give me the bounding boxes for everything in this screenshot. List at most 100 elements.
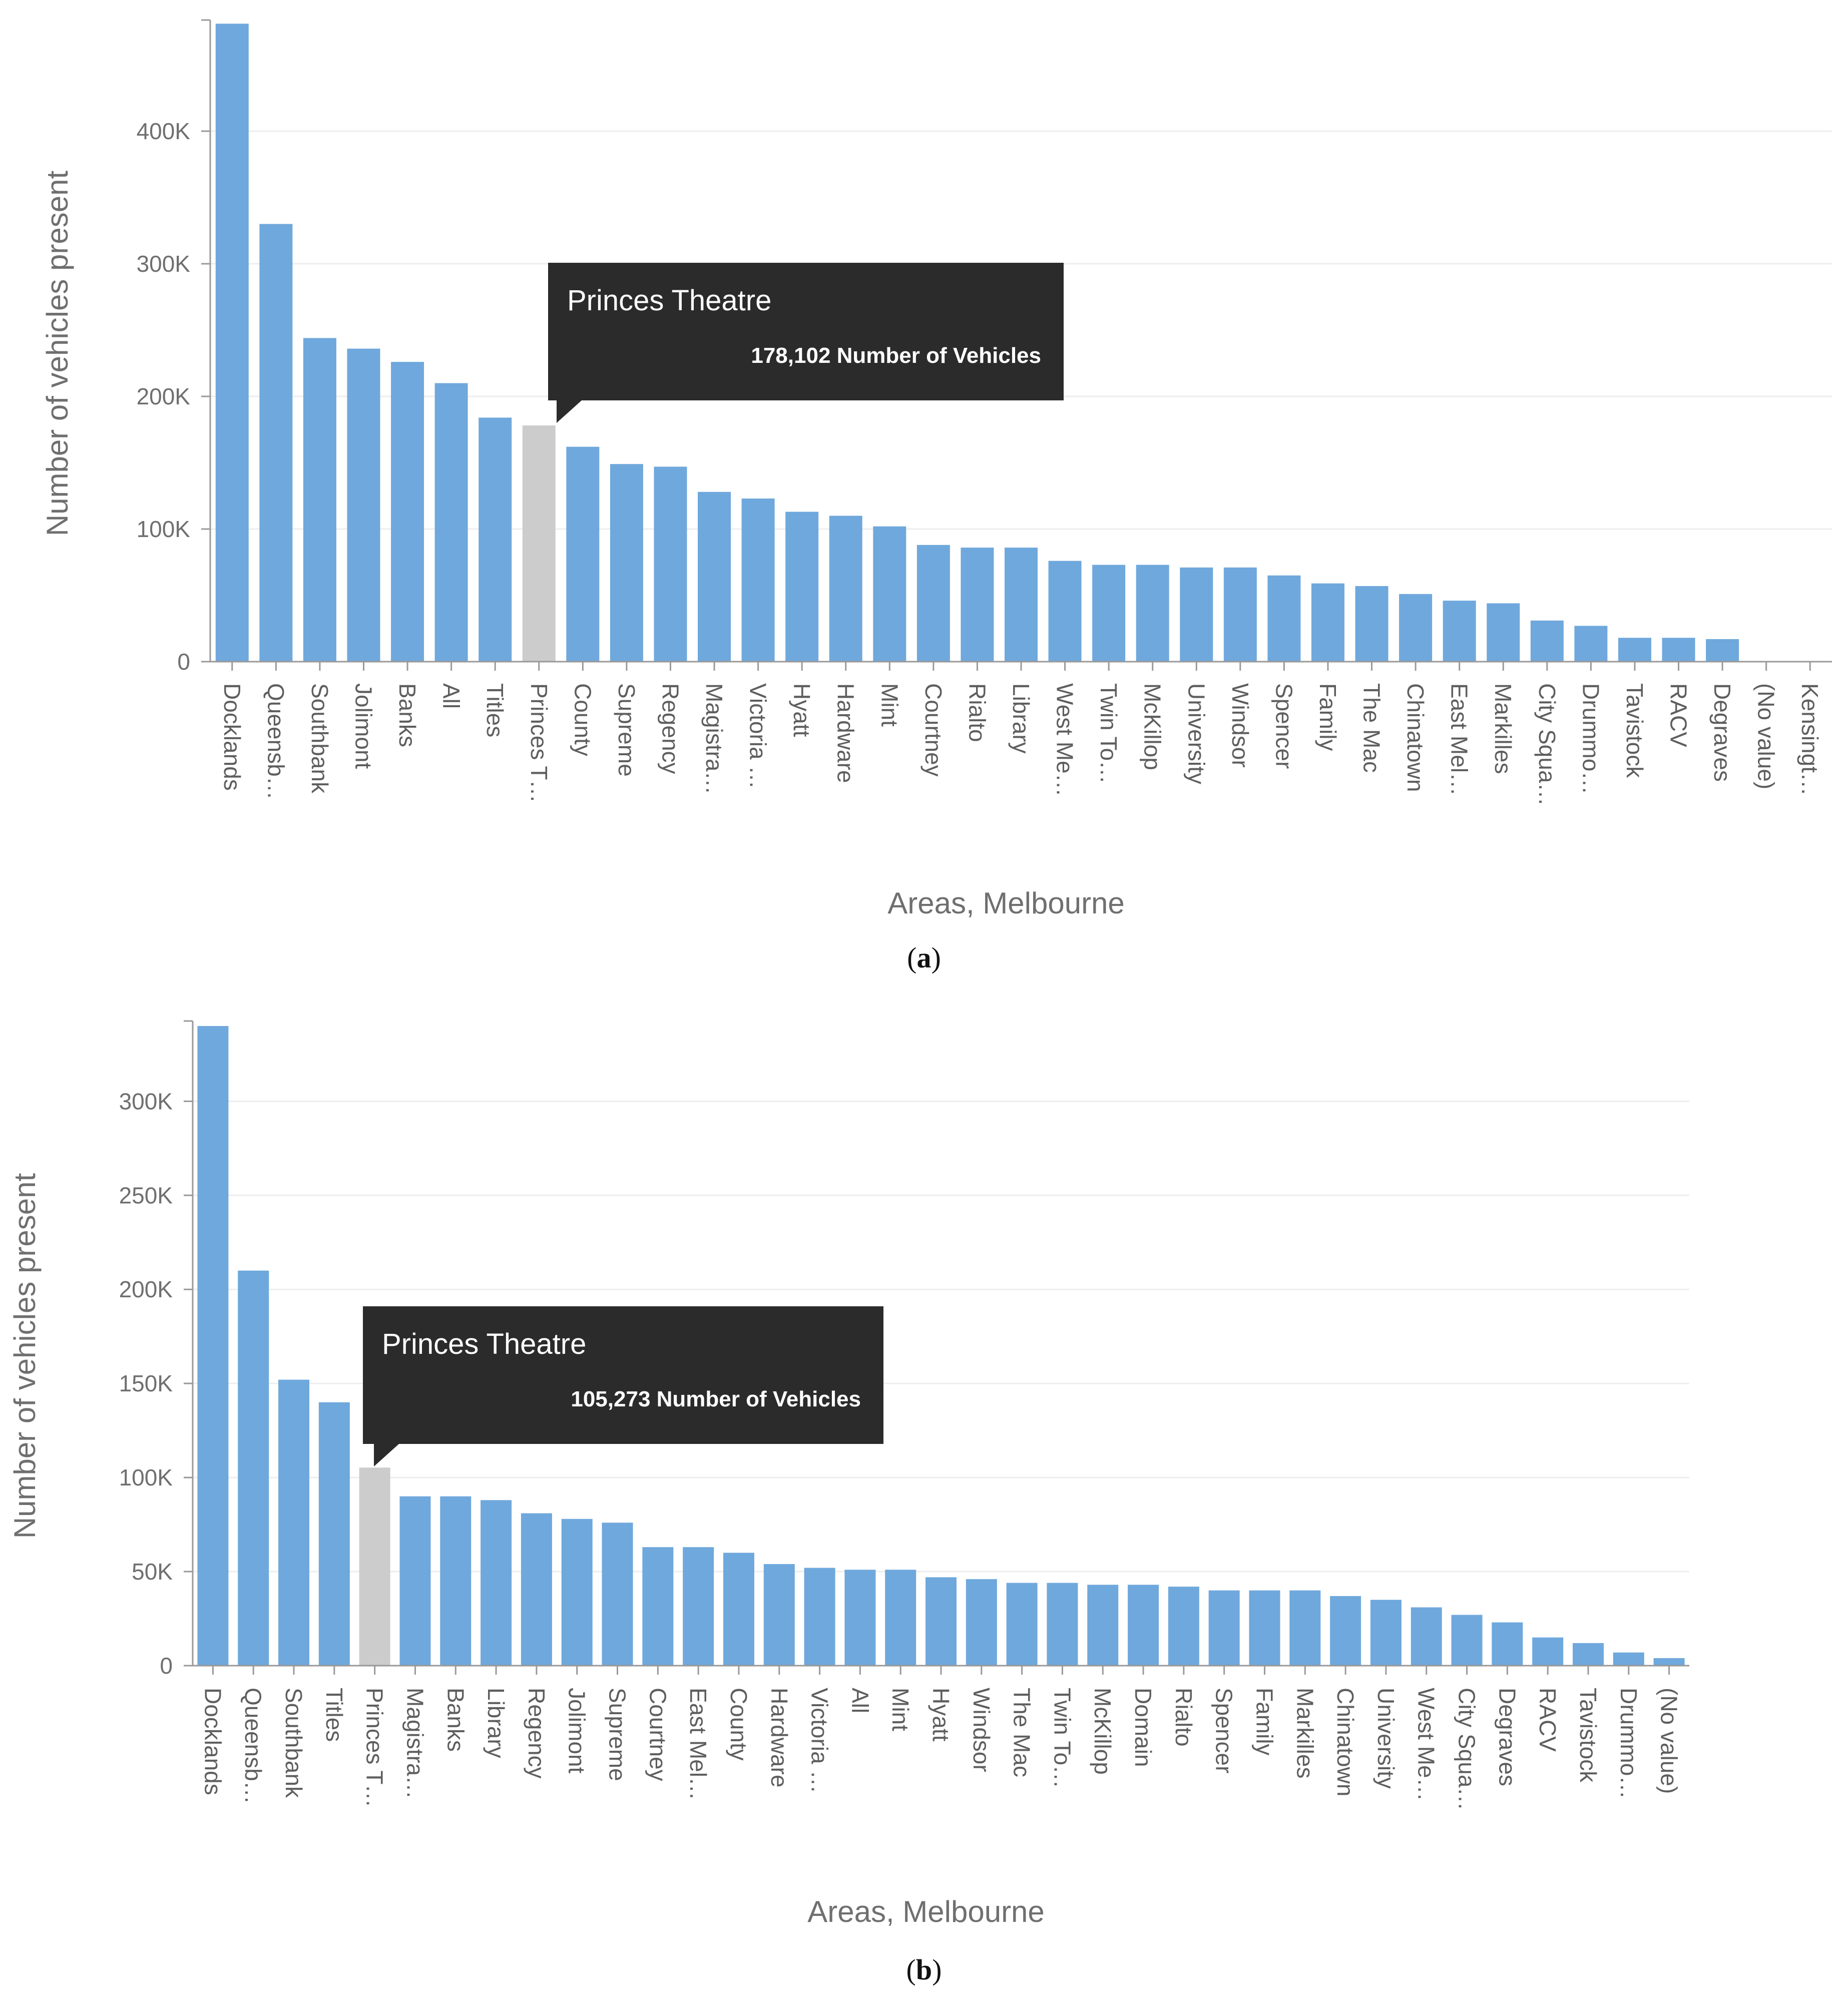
bar-all[interactable] bbox=[844, 1570, 876, 1666]
bar-hyatt[interactable] bbox=[785, 512, 819, 662]
bar-jolimont[interactable] bbox=[561, 1519, 593, 1666]
bar-drummo[interactable] bbox=[1613, 1652, 1644, 1666]
category-label: Hyatt bbox=[789, 683, 815, 737]
category-label: West Me… bbox=[1052, 683, 1078, 797]
bar-family[interactable] bbox=[1249, 1590, 1280, 1666]
bar-west-me[interactable] bbox=[1411, 1607, 1442, 1666]
bar-victoria[interactable] bbox=[741, 498, 775, 662]
bar-jolimont[interactable] bbox=[347, 348, 380, 662]
category-label: Docklands bbox=[200, 1688, 226, 1795]
bar-county[interactable] bbox=[723, 1553, 754, 1666]
category-label: Supreme bbox=[614, 683, 640, 777]
bar-mint[interactable] bbox=[873, 526, 906, 662]
bar-racv[interactable] bbox=[1662, 638, 1695, 662]
category-label: Windsor bbox=[969, 1688, 995, 1772]
bar-all[interactable] bbox=[434, 383, 468, 662]
category-label: Southbank bbox=[281, 1688, 307, 1798]
bar-queensb[interactable] bbox=[259, 224, 293, 662]
bar-southbank[interactable] bbox=[278, 1379, 310, 1666]
category-label: Princes T… bbox=[526, 683, 552, 803]
category-label: Titles bbox=[321, 1688, 347, 1742]
bar-chinatown[interactable] bbox=[1330, 1596, 1361, 1666]
bar-city-squa[interactable] bbox=[1451, 1615, 1483, 1666]
bar-east-mel[interactable] bbox=[683, 1547, 714, 1666]
bar-supreme[interactable] bbox=[610, 464, 643, 662]
category-label: Hardware bbox=[833, 683, 859, 783]
bar-drummo[interactable] bbox=[1574, 626, 1608, 662]
bar-mckillop[interactable] bbox=[1136, 565, 1169, 662]
bar-docklands[interactable] bbox=[215, 24, 249, 662]
tooltip-title: Princes Theatre bbox=[382, 1328, 586, 1360]
bar-markilles[interactable] bbox=[1487, 603, 1520, 662]
bar-east-mel[interactable] bbox=[1443, 601, 1476, 662]
bar-tavistock[interactable] bbox=[1618, 638, 1651, 662]
bar-library[interactable] bbox=[1005, 548, 1038, 662]
y-tick-label: 400K bbox=[137, 118, 191, 144]
bar-domain[interactable] bbox=[1128, 1585, 1159, 1666]
y-tick-label: 150K bbox=[119, 1370, 173, 1396]
bar-family[interactable] bbox=[1311, 583, 1344, 662]
bar-banks[interactable] bbox=[440, 1496, 472, 1666]
bar-city-squa[interactable] bbox=[1530, 620, 1564, 662]
bar-the-mac[interactable] bbox=[1006, 1583, 1038, 1666]
category-label: Princes T… bbox=[362, 1688, 388, 1807]
bar-west-me[interactable] bbox=[1048, 561, 1082, 662]
bar-racv[interactable] bbox=[1532, 1637, 1564, 1666]
bar-windsor[interactable] bbox=[966, 1579, 997, 1666]
bar-mckillop[interactable] bbox=[1087, 1585, 1119, 1666]
bar-windsor[interactable] bbox=[1223, 567, 1257, 662]
bar-supreme[interactable] bbox=[602, 1523, 633, 1666]
bar-regency[interactable] bbox=[654, 466, 687, 662]
y-tick-label: 250K bbox=[119, 1182, 173, 1208]
bar-chinatown[interactable] bbox=[1399, 594, 1433, 662]
bar-princes-t[interactable] bbox=[359, 1467, 390, 1666]
bar-courtney[interactable] bbox=[642, 1547, 674, 1666]
category-label: Tavistock bbox=[1575, 1688, 1601, 1783]
bar-hyatt[interactable] bbox=[926, 1577, 957, 1666]
bar-princes-t[interactable] bbox=[522, 425, 556, 662]
bar-courtney[interactable] bbox=[916, 545, 950, 662]
bar-tavistock[interactable] bbox=[1572, 1643, 1604, 1666]
category-label: Markilles bbox=[1490, 683, 1516, 774]
category-label: Rialto bbox=[964, 683, 990, 742]
bar-county[interactable] bbox=[566, 446, 600, 662]
bar-magistra[interactable] bbox=[698, 491, 731, 662]
bar-hardware[interactable] bbox=[763, 1564, 795, 1666]
bar-hardware[interactable] bbox=[829, 516, 862, 662]
bar-degraves[interactable] bbox=[1492, 1622, 1523, 1666]
category-label: Library bbox=[1008, 683, 1034, 754]
bar-titles[interactable] bbox=[318, 1402, 350, 1666]
bar-university[interactable] bbox=[1180, 567, 1213, 662]
bar-queensb[interactable] bbox=[238, 1270, 269, 1666]
bar-university[interactable] bbox=[1370, 1600, 1402, 1666]
bar-docklands[interactable] bbox=[197, 1026, 229, 1666]
bar-mint[interactable] bbox=[885, 1570, 916, 1666]
y-axis-title: Number of vehicles present bbox=[41, 171, 74, 537]
bar-spencer[interactable] bbox=[1267, 575, 1301, 662]
bar-markilles[interactable] bbox=[1289, 1590, 1321, 1666]
category-label: The Mac bbox=[1009, 1688, 1035, 1777]
bar-spencer[interactable] bbox=[1208, 1590, 1240, 1666]
category-label: Banks bbox=[394, 683, 420, 747]
bar-banks[interactable] bbox=[391, 362, 424, 662]
category-label: East Mel… bbox=[685, 1688, 711, 1800]
category-label: Windsor bbox=[1227, 683, 1253, 768]
bar-regency[interactable] bbox=[521, 1513, 552, 1666]
bar-rialto[interactable] bbox=[1168, 1587, 1199, 1666]
bar-titles[interactable] bbox=[479, 417, 512, 662]
bar-magistra[interactable] bbox=[399, 1496, 431, 1666]
category-label: City Squa… bbox=[1534, 683, 1560, 806]
bar-rialto[interactable] bbox=[961, 548, 994, 662]
bar-no-value[interactable] bbox=[1653, 1658, 1685, 1666]
bar-twin-to[interactable] bbox=[1047, 1583, 1078, 1666]
category-label: Degraves bbox=[1709, 683, 1735, 782]
bar-the-mac[interactable] bbox=[1355, 586, 1389, 662]
bar-library[interactable] bbox=[481, 1500, 512, 1666]
category-label: Hyatt bbox=[928, 1688, 954, 1742]
bar-degraves[interactable] bbox=[1706, 639, 1739, 662]
bar-southbank[interactable] bbox=[303, 338, 336, 662]
bar-victoria[interactable] bbox=[804, 1568, 835, 1666]
bar-twin-to[interactable] bbox=[1092, 565, 1126, 662]
category-label: Drummo… bbox=[1616, 1688, 1642, 1799]
category-label: RACV bbox=[1666, 683, 1692, 747]
